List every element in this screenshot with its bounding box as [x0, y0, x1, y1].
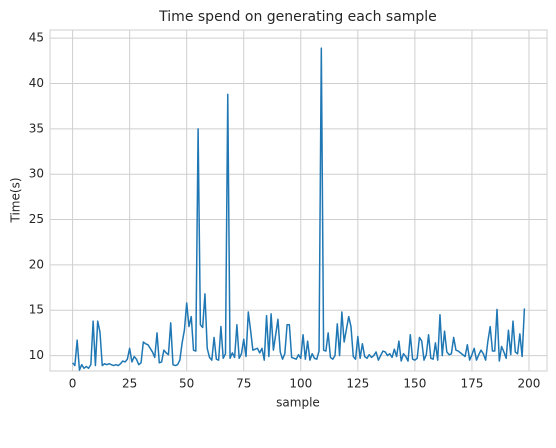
x-tick-label: 200: [518, 377, 541, 391]
y-tick-label: 40: [29, 76, 44, 90]
data-line: [72, 47, 526, 371]
x-tick-label: 50: [179, 377, 194, 391]
y-tick-label: 10: [29, 348, 44, 362]
y-tick-label: 30: [29, 167, 44, 181]
y-axis-label: Time(s): [9, 178, 23, 224]
y-tick-label: 15: [29, 303, 44, 317]
x-tick-label: 75: [236, 377, 251, 391]
x-tick-label: 150: [403, 377, 426, 391]
x-tick-label: 0: [69, 377, 77, 391]
y-tick-label: 35: [29, 121, 44, 135]
y-tick-label: 45: [29, 31, 44, 45]
plot-frame: [49, 29, 548, 372]
x-tick-label: 100: [289, 377, 312, 391]
chart-title: Time spend on generating each sample: [158, 9, 437, 25]
y-tick-label: 20: [29, 257, 44, 271]
x-tick-label: 25: [122, 377, 137, 391]
x-tick-label: 125: [346, 377, 369, 391]
x-axis-label: sample: [276, 396, 320, 410]
x-tick-label: 175: [460, 377, 483, 391]
y-tick-label: 25: [29, 212, 44, 226]
